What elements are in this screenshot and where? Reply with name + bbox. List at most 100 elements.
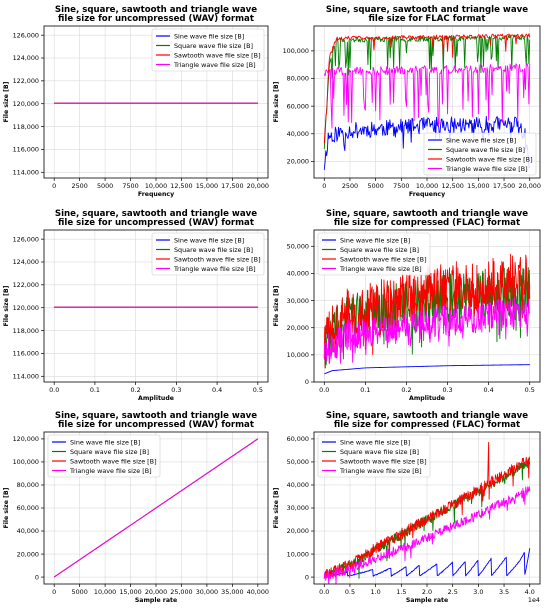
x-tick-label: 12,500 — [170, 182, 192, 190]
y-tick-label: 0 — [305, 573, 309, 581]
x-tick-label: 12,500 — [441, 182, 463, 190]
legend-box — [423, 132, 537, 176]
series-group — [323, 33, 531, 170]
series-line-1 — [323, 115, 531, 170]
y-tick-label: 116,000 — [13, 350, 39, 358]
y-tick-label: 50,000 — [287, 458, 309, 466]
x-offset-label: 1e4 — [528, 596, 540, 604]
y-axis-label: File size [B] — [273, 487, 280, 528]
x-tick-label: 40,000 — [247, 588, 269, 596]
x-tick-label: 20,000 — [247, 182, 269, 190]
x-tick-label: 0.5 — [253, 386, 263, 394]
legend-label: Triangle wave file size [B] — [339, 265, 422, 273]
chart-panel-2: Sine, square, sawtooth and triangle wave… — [273, 5, 541, 198]
y-tick-label: 20,000 — [287, 158, 309, 166]
y-tick-label: 122,000 — [13, 281, 39, 289]
legend-label: Sawtooth wave file size [B] — [174, 51, 261, 59]
axes-frame — [313, 229, 541, 383]
chart-title-line: Sine, square, sawtooth and triangle wave — [55, 5, 257, 15]
x-tick-label: 2.0 — [422, 588, 432, 596]
legend-label: Triangle wave file size [B] — [445, 165, 528, 173]
legend-label: Square wave file size [B] — [70, 448, 149, 456]
legend-label: Sawtooth wave file size [B] — [174, 255, 261, 263]
x-tick-label: 1.0 — [371, 588, 381, 596]
y-tick-label: 114,000 — [13, 168, 39, 176]
legend-label: Sine wave file size [B] — [340, 438, 410, 446]
series-group — [323, 441, 531, 584]
x-tick-label: 10,000 — [416, 182, 438, 190]
chart-title-line: file size for FLAC format — [369, 14, 486, 24]
chart-title-line: Sine, square, sawtooth and triangle wave — [326, 209, 528, 219]
x-tick-label: 20,000 — [145, 588, 167, 596]
chart-title-line: file size for compressed (FLAC) format — [334, 420, 520, 430]
x-tick-label: 0 — [322, 182, 326, 190]
legend-label: Square wave file size [B] — [174, 42, 253, 50]
series-group — [323, 253, 531, 375]
x-tick-label: 5000 — [368, 182, 384, 190]
chart-title-line: Sine, square, sawtooth and triangle wave — [55, 209, 257, 219]
y-tick-label: 80,000 — [17, 481, 39, 489]
chart-panel-1: Sine, square, sawtooth and triangle wave… — [3, 5, 269, 198]
x-tick-label: 2.5 — [448, 588, 458, 596]
y-axis-label: File size [B] — [273, 81, 280, 122]
legend-label: Sine wave file size [B] — [70, 438, 140, 446]
y-tick-label: 10,000 — [287, 550, 309, 558]
legend-label: Triangle wave file size [B] — [69, 467, 152, 475]
y-axis-label: File size [B] — [3, 285, 10, 326]
y-axis-label: File size [B] — [273, 285, 280, 326]
legend-label: Square wave file size [B] — [340, 448, 419, 456]
legend-label: Sine wave file size [B] — [174, 236, 244, 244]
x-tick-label: 7500 — [393, 182, 409, 190]
legend-box — [151, 28, 265, 72]
x-tick-label: 17,500 — [493, 182, 515, 190]
legend-label: Sawtooth wave file size [B] — [70, 457, 157, 465]
legend-box — [317, 232, 431, 276]
legend: Sine wave file size [B] Square wave file … — [47, 434, 161, 478]
x-tick-label: 30,000 — [196, 588, 218, 596]
y-tick-label: 114,000 — [13, 372, 39, 380]
y-tick-label: 122,000 — [13, 77, 39, 85]
series-line-3 — [323, 441, 531, 580]
y-tick-label: 60,000 — [287, 435, 309, 443]
legend: Sine wave file size [B] Square wave file … — [317, 232, 431, 276]
y-tick-label: 30,000 — [287, 504, 309, 512]
chart-panel-4: Sine, square, sawtooth and triangle wave… — [273, 209, 541, 402]
y-tick-label: 40,000 — [17, 527, 39, 535]
x-tick-label: 2500 — [342, 182, 358, 190]
x-axis-label: Sample rate — [135, 597, 177, 604]
y-tick-label: 10,000 — [287, 351, 309, 359]
legend: Sine wave file size [B] Square wave file … — [317, 434, 431, 478]
legend: Sine wave file size [B] Square wave file … — [151, 232, 265, 276]
legend-label: Triangle wave file size [B] — [339, 467, 422, 475]
series-line-1 — [324, 364, 530, 375]
x-tick-label: 0.5 — [345, 588, 355, 596]
x-tick-label: 3.0 — [473, 588, 483, 596]
x-tick-label: 15,000 — [467, 182, 489, 190]
x-axis-label: Frequency — [409, 191, 445, 198]
y-tick-label: 0 — [305, 378, 309, 386]
series-line-4 — [323, 486, 531, 584]
y-tick-label: 100,000 — [13, 458, 39, 466]
legend-label: Triangle wave file size [B] — [173, 265, 256, 273]
x-tick-label: 15,000 — [119, 588, 141, 596]
x-tick-label: 0.2 — [131, 386, 141, 394]
x-tick-label: 0.0 — [319, 386, 329, 394]
y-tick-label: 60,000 — [17, 504, 39, 512]
legend-label: Sawtooth wave file size [B] — [446, 155, 533, 163]
x-tick-label: 0.4 — [484, 386, 494, 394]
y-tick-label: 118,000 — [13, 123, 39, 131]
x-axis-label: Amplitude — [409, 395, 445, 402]
x-tick-label: 0.0 — [49, 386, 59, 394]
legend-label: Square wave file size [B] — [340, 246, 419, 254]
chart-title-line: file size for uncompressed (WAV) format — [58, 420, 254, 430]
y-tick-label: 20,000 — [287, 324, 309, 332]
chart-title-line: Sine, square, sawtooth and triangle wave — [55, 411, 257, 421]
legend-label: Sine wave file size [B] — [174, 32, 244, 40]
y-tick-label: 80,000 — [287, 75, 309, 83]
y-axis-label: File size [B] — [3, 487, 10, 528]
chart-title-line: Sine, square, sawtooth and triangle wave — [326, 411, 528, 421]
chart-title-line: file size for uncompressed (WAV) format — [58, 14, 254, 24]
legend-label: Sawtooth wave file size [B] — [340, 255, 427, 263]
x-tick-label: 0.3 — [442, 386, 452, 394]
legend-box — [317, 434, 431, 478]
